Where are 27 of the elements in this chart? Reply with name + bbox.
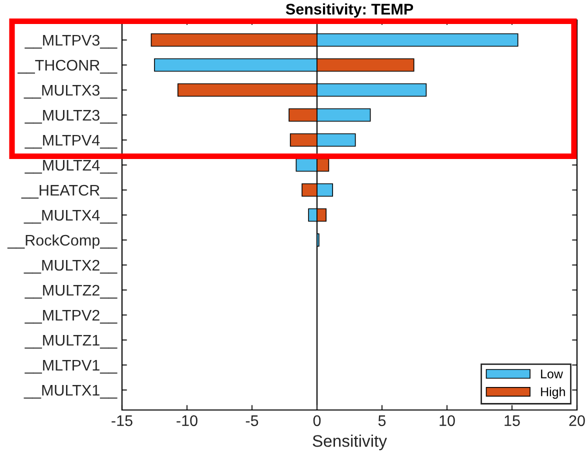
- x-tick-label: 15: [504, 415, 520, 426]
- y-tick-label: __MULTZ2__: [24, 284, 118, 299]
- y-tick-label: __MULTZ1__: [24, 335, 118, 349]
- y-tick-label: __THCONR__: [18, 60, 118, 74]
- x-tick-label: -10: [176, 415, 198, 426]
- y-tick-label: __HEATCR__: [21, 184, 118, 199]
- x-tick-label: -5: [246, 415, 258, 426]
- legend-label: High: [541, 387, 565, 399]
- x-tick-label: -15: [112, 415, 132, 426]
- x-tick-label: 0: [313, 415, 321, 426]
- y-tick-label: __RockComp__: [7, 234, 118, 249]
- y-tick-label: __MULTX2__: [24, 260, 118, 274]
- legend-label: Low: [541, 370, 564, 378]
- y-tick-label: __MULTX1__: [24, 385, 118, 399]
- y-tick-label: __MULTZ4__: [24, 160, 118, 174]
- y-tick-label: __MLTPV2__: [24, 310, 118, 324]
- y-tick-label: __MLTPV3__: [24, 34, 118, 49]
- x-tick-label: 5: [378, 415, 386, 426]
- y-tick-label: __MULTX4__: [24, 210, 118, 224]
- y-tick-label: __MLTPV4__: [24, 135, 118, 149]
- y-tick-label: __MLTPV1__: [24, 360, 118, 374]
- x-axis-title: Sensitivity: [312, 434, 387, 450]
- x-tick-label: 10: [440, 415, 455, 426]
- chart-title: Sensitivity: TEMP: [286, 3, 414, 18]
- y-tick-label: __MULTZ3__: [24, 110, 118, 124]
- y-tick-label: __MULTX3__: [24, 84, 118, 99]
- x-tick-label: 20: [569, 415, 585, 426]
